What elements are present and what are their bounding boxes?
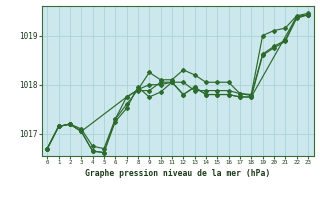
- X-axis label: Graphe pression niveau de la mer (hPa): Graphe pression niveau de la mer (hPa): [85, 169, 270, 178]
